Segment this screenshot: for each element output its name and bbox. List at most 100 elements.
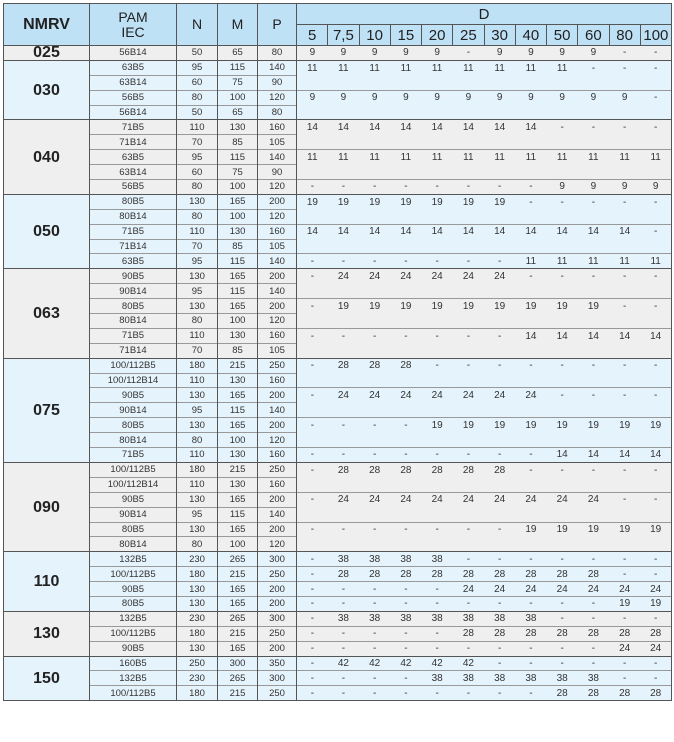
- d-value-cell: 28: [515, 566, 547, 582]
- pam-iec-cell: 160B5: [89, 655, 177, 671]
- table-row: 71B14 70 85 105: [4, 238, 673, 254]
- d-value-cell: 9: [390, 89, 422, 106]
- d-value-cell: [515, 536, 547, 552]
- d-value-cell: 9: [421, 45, 453, 61]
- d-value-cell: 11: [484, 149, 516, 165]
- d-value-cell: [546, 164, 578, 180]
- d-value-cell: -: [640, 655, 673, 671]
- m-cell: 215: [217, 357, 258, 374]
- d-value-cell: 11: [359, 149, 391, 165]
- d-value-cell: -: [421, 357, 453, 374]
- d-value-cell: -: [359, 521, 391, 537]
- m-cell: 265: [217, 670, 258, 686]
- p-cell: 140: [257, 506, 297, 522]
- d-value-cell: -: [421, 179, 453, 195]
- pam-iec-cell: 100/112B14: [89, 372, 177, 388]
- d-value-cell: -: [546, 640, 578, 657]
- d-value-cell: 19: [390, 298, 422, 314]
- d-value-cell: [609, 507, 641, 522]
- table-row: 100/112B5 180 215 250-28 28 28 28 28 28 28 28 28- -: [4, 566, 673, 582]
- d-value-cell: 9: [546, 179, 578, 195]
- d-value-cell: [421, 536, 453, 552]
- d-value-cell: 38: [390, 551, 422, 567]
- d-value-cell: -: [484, 327, 516, 344]
- d-value-cell: 19: [640, 595, 673, 612]
- d-value-cell: 38: [327, 551, 359, 567]
- d-value-cell: -: [295, 327, 328, 344]
- d-value-cell: [390, 536, 422, 552]
- d-value-cell: [515, 134, 547, 150]
- table-row: 090 100/112B5 180 215 250-28 28 28 28 28 28- - - - -: [3, 461, 673, 553]
- d-value-cell: 42: [359, 655, 391, 671]
- d-value-cell: [640, 75, 673, 91]
- d-value-cell: 42: [390, 655, 422, 671]
- d-value-cell: [640, 507, 673, 522]
- m-cell: 115: [217, 402, 258, 418]
- d-value-cell: 9: [546, 45, 578, 61]
- d-value-cell: [546, 209, 578, 225]
- table-row: 100/112B5 180 215 250- - - - -28 28 28 28 28 28 28: [4, 625, 673, 642]
- d-value-cell: [452, 283, 484, 299]
- d-value-cell: [295, 432, 328, 448]
- d-value-cell: 14: [421, 119, 453, 135]
- d-value-cell: [609, 373, 641, 388]
- d-value-cell: [577, 105, 609, 120]
- d-value-cell: [484, 239, 516, 254]
- d-value-cell: 14: [359, 119, 391, 135]
- p-cell: 200: [257, 268, 297, 284]
- table-row: 90B14 95 115 140: [4, 402, 673, 418]
- d-value-cell: -: [515, 461, 547, 478]
- d-value-cell: [484, 432, 516, 448]
- d-value-cell: 24: [609, 640, 641, 657]
- d-value-cell: -: [295, 640, 328, 657]
- d-value-cell: -: [640, 461, 673, 478]
- d-value-cell: -: [295, 595, 328, 612]
- d-value-cell: -: [359, 595, 391, 612]
- n-cell: 130: [176, 193, 218, 210]
- p-cell: 300: [257, 670, 297, 686]
- pam-iec-cell: 90B5: [89, 640, 177, 657]
- d-value-cell: [327, 239, 359, 254]
- d-value-cell: 24: [515, 581, 547, 597]
- d-value-cell: 14: [640, 447, 673, 463]
- d-value-cell: -: [640, 491, 673, 508]
- d-value-cell: 24: [484, 491, 516, 508]
- d-value-cell: [359, 477, 391, 493]
- d-value-cell: 24: [327, 268, 359, 284]
- d-value-cell: 28: [546, 566, 578, 582]
- n-cell: 130: [176, 491, 218, 508]
- header-p: P: [257, 3, 297, 46]
- d-value-cell: -: [390, 685, 422, 702]
- m-cell: 215: [217, 461, 258, 478]
- m-cell: 165: [217, 298, 258, 314]
- d-value-cell: -: [390, 253, 422, 269]
- d-value-cell: [640, 343, 673, 359]
- m-cell: 165: [217, 417, 258, 433]
- d-value-cell: -: [577, 461, 609, 478]
- d-value-cell: [484, 105, 516, 120]
- m-cell: 300: [217, 655, 258, 671]
- d-value-cell: 14: [484, 119, 516, 135]
- d-value-cell: -: [421, 625, 453, 642]
- d-value-cell: -: [640, 45, 673, 61]
- d-value-cell: -: [609, 655, 641, 671]
- d-value-cell: 42: [421, 655, 453, 671]
- d-value-cell: -: [295, 521, 328, 537]
- d-value-cell: [390, 239, 422, 254]
- pam-iec-cell: 63B5: [89, 253, 177, 269]
- d-value-cell: 38: [421, 551, 453, 567]
- d-value-cell: 28: [390, 461, 422, 478]
- d-value-cell: [546, 75, 578, 91]
- d-value-cell: [640, 313, 673, 329]
- n-cell: 130: [176, 595, 218, 612]
- d-value-cell: [390, 209, 422, 225]
- d-value-cell: 14: [515, 223, 547, 240]
- table-row: 040 71B5 110 130 160 14 14 14 14 14 14 14 14- - - -: [3, 119, 673, 195]
- d-value-cell: [577, 75, 609, 91]
- d-value-cell: 28: [359, 461, 391, 478]
- n-cell: 95: [176, 283, 218, 299]
- p-cell: 250: [257, 357, 297, 374]
- d-value-cell: -: [484, 551, 516, 567]
- d-value-cell: [295, 283, 328, 299]
- table-row: 63B14 60 75 90: [4, 74, 673, 91]
